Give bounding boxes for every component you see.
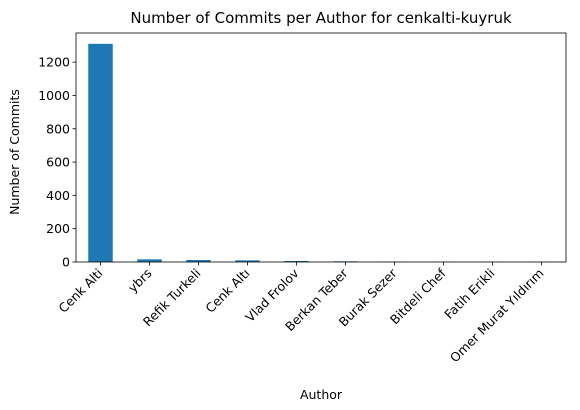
y-tick-label: 600 — [46, 155, 70, 170]
x-tick-label: Omer Murat Yıldırım — [447, 266, 547, 366]
bar — [284, 261, 309, 262]
x-axis-label: Author — [300, 387, 343, 402]
y-tick-label: 1200 — [38, 55, 70, 70]
y-tick-label: 0 — [62, 255, 70, 270]
bar — [235, 260, 260, 262]
bar — [137, 259, 162, 262]
y-axis-label: Number of Commits — [7, 89, 22, 215]
y-tick-label: 800 — [46, 121, 70, 136]
y-tick-label: 400 — [46, 188, 70, 203]
x-tick-label: Cenk Altı — [202, 266, 252, 316]
chart-title: Number of Commits per Author for cenkalt… — [130, 9, 512, 27]
y-tick-label: 200 — [46, 221, 70, 236]
axes-frame — [75, 32, 567, 263]
bar — [186, 260, 211, 262]
x-tick-label: ybrs — [125, 266, 155, 296]
bar — [88, 43, 113, 262]
y-tick-label: 1000 — [38, 88, 70, 103]
x-tick-label: Cenk Alti — [55, 266, 105, 316]
